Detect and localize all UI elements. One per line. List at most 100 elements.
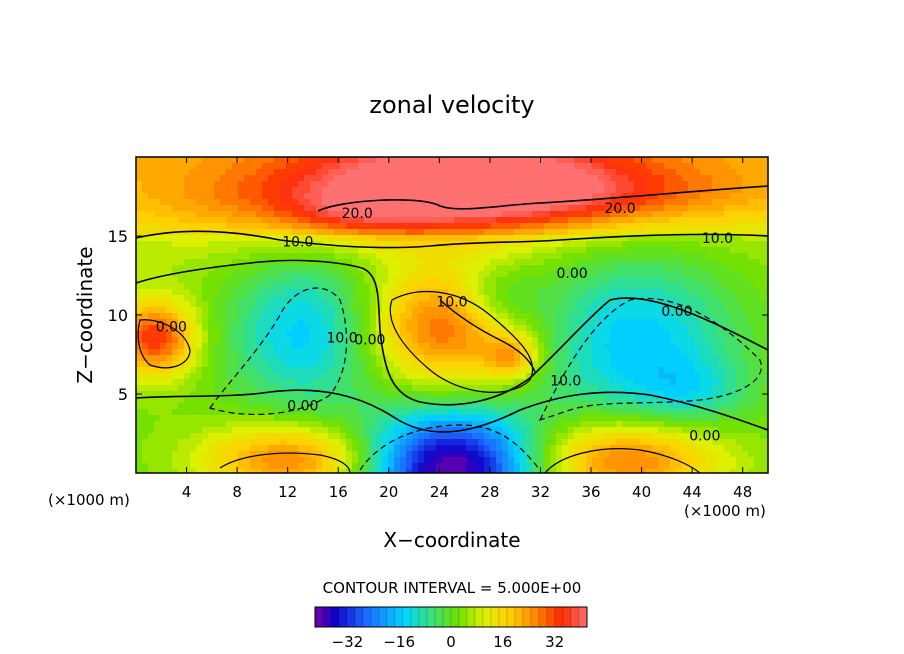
- field-cell: [562, 433, 569, 440]
- field-cell: [226, 289, 233, 296]
- field-cell: [598, 169, 605, 176]
- field-cell: [622, 205, 629, 212]
- field-cell: [166, 319, 173, 326]
- field-cell: [244, 355, 251, 362]
- field-cell: [352, 223, 359, 230]
- field-cell: [418, 355, 425, 362]
- field-cell: [214, 439, 221, 446]
- field-cell: [244, 409, 251, 416]
- field-cell: [328, 187, 335, 194]
- field-cell: [388, 157, 395, 164]
- field-cell: [538, 295, 545, 302]
- field-cell: [460, 331, 467, 338]
- field-cell: [256, 415, 263, 422]
- field-cell: [148, 271, 155, 278]
- field-cell: [760, 295, 767, 302]
- field-cell: [394, 349, 401, 356]
- field-cell: [214, 259, 221, 266]
- field-cell: [580, 403, 587, 410]
- field-cell: [280, 271, 287, 278]
- field-cell: [274, 175, 281, 182]
- field-cell: [742, 355, 749, 362]
- field-cell: [586, 157, 593, 164]
- field-cell: [232, 337, 239, 344]
- field-cell: [568, 397, 575, 404]
- field-cell: [544, 391, 551, 398]
- field-cell: [406, 379, 413, 386]
- field-cell: [376, 253, 383, 260]
- field-cell: [358, 313, 365, 320]
- field-cell: [712, 427, 719, 434]
- field-cell: [526, 307, 533, 314]
- field-cell: [340, 289, 347, 296]
- field-cell: [748, 181, 755, 188]
- field-cell: [478, 331, 485, 338]
- field-cell: [352, 415, 359, 422]
- field-cell: [562, 169, 569, 176]
- field-cell: [496, 385, 503, 392]
- field-cell: [496, 427, 503, 434]
- field-cell: [526, 169, 533, 176]
- field-cell: [604, 361, 611, 368]
- field-cell: [550, 283, 557, 290]
- field-cell: [196, 271, 203, 278]
- field-cell: [514, 343, 521, 350]
- field-cell: [760, 175, 767, 182]
- field-cell: [358, 379, 365, 386]
- field-cell: [754, 247, 761, 254]
- field-cell: [508, 325, 515, 332]
- field-cell: [718, 391, 725, 398]
- field-cell: [490, 169, 497, 176]
- field-cell: [220, 361, 227, 368]
- field-cell: [400, 157, 407, 164]
- field-cell: [202, 199, 209, 206]
- field-cell: [184, 343, 191, 350]
- field-cell: [400, 289, 407, 296]
- field-cell: [442, 229, 449, 236]
- field-cell: [574, 283, 581, 290]
- field-cell: [622, 259, 629, 266]
- field-cell: [148, 205, 155, 212]
- field-cell: [298, 385, 305, 392]
- field-cell: [466, 259, 473, 266]
- field-cell: [556, 253, 563, 260]
- field-cell: [442, 217, 449, 224]
- field-cell: [562, 391, 569, 398]
- field-cell: [322, 307, 329, 314]
- field-cell: [538, 331, 545, 338]
- field-cell: [712, 415, 719, 422]
- field-cell: [526, 385, 533, 392]
- field-cell: [280, 301, 287, 308]
- field-cell: [340, 313, 347, 320]
- field-cell: [628, 253, 635, 260]
- field-cell: [334, 415, 341, 422]
- field-cell: [538, 265, 545, 272]
- field-cell: [322, 433, 329, 440]
- field-cell: [154, 403, 161, 410]
- field-cell: [352, 217, 359, 224]
- field-cell: [586, 223, 593, 230]
- field-cell: [250, 157, 257, 164]
- field-cell: [322, 169, 329, 176]
- field-cell: [298, 277, 305, 284]
- field-cell: [520, 361, 527, 368]
- field-cell: [352, 337, 359, 344]
- field-cell: [334, 319, 341, 326]
- field-cell: [724, 157, 731, 164]
- field-cell: [334, 277, 341, 284]
- field-cell: [142, 229, 149, 236]
- field-cell: [448, 157, 455, 164]
- field-cell: [640, 343, 647, 350]
- field-cell: [184, 253, 191, 260]
- field-cell: [310, 313, 317, 320]
- field-cell: [550, 427, 557, 434]
- field-cell: [394, 433, 401, 440]
- field-cell: [400, 403, 407, 410]
- field-cell: [154, 241, 161, 248]
- field-cell: [328, 163, 335, 170]
- field-cell: [436, 265, 443, 272]
- field-cell: [634, 319, 641, 326]
- field-cell: [340, 241, 347, 248]
- field-cell: [310, 295, 317, 302]
- field-cell: [622, 313, 629, 320]
